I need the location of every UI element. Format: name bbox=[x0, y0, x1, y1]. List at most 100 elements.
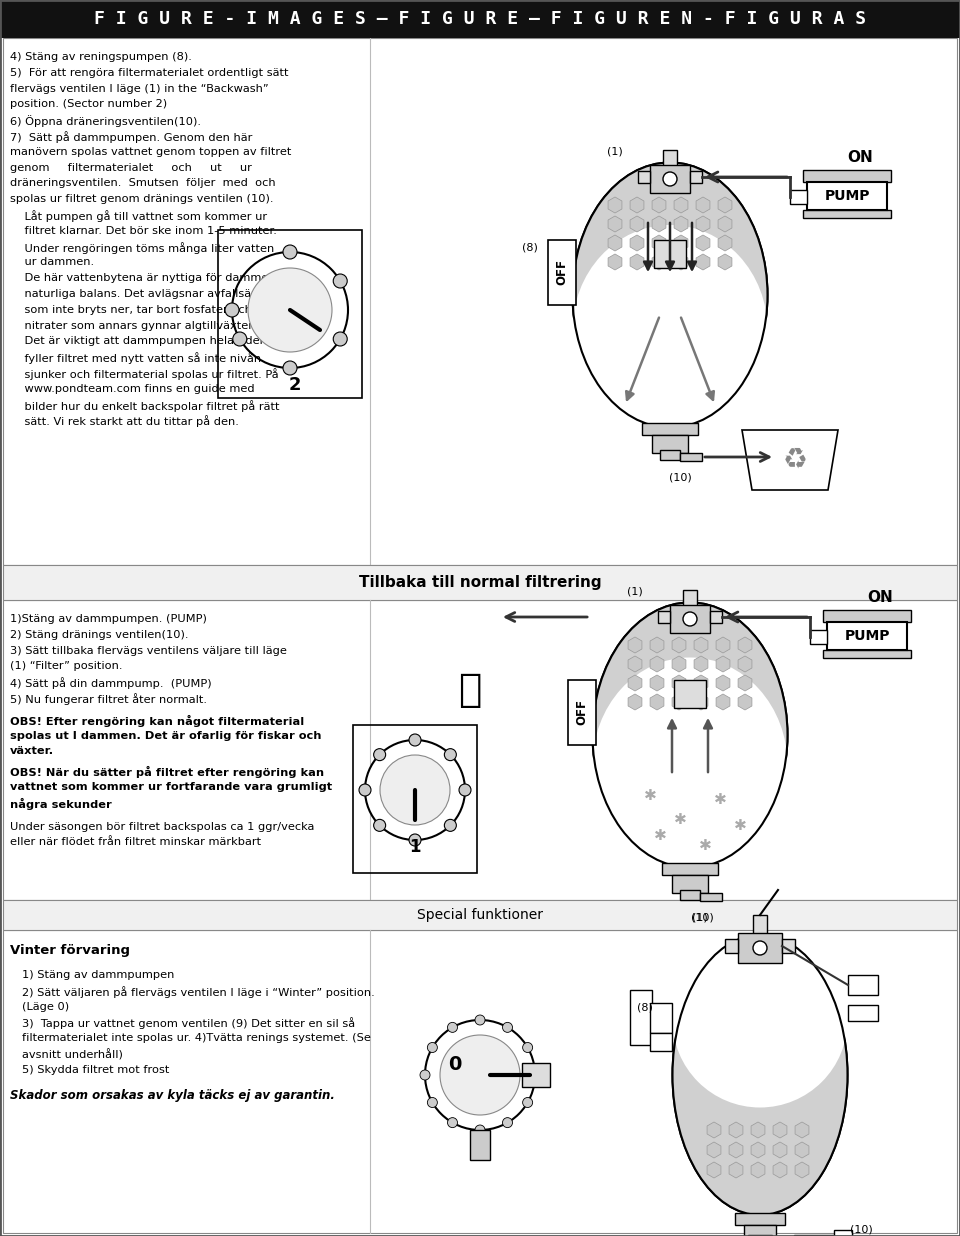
Text: avsnitt underhåll): avsnitt underhåll) bbox=[22, 1049, 123, 1060]
Circle shape bbox=[283, 361, 297, 375]
Text: (8): (8) bbox=[637, 1002, 653, 1012]
Text: position. (Sector number 2): position. (Sector number 2) bbox=[10, 99, 167, 110]
Circle shape bbox=[502, 1022, 513, 1032]
Bar bbox=[3, 38, 957, 565]
Text: OBS! När du sätter på filtret efter rengöring kan: OBS! När du sätter på filtret efter reng… bbox=[10, 766, 324, 779]
Circle shape bbox=[359, 784, 371, 796]
Bar bbox=[738, 933, 782, 963]
Text: 2: 2 bbox=[289, 376, 301, 394]
Bar bbox=[638, 171, 650, 183]
Circle shape bbox=[447, 1022, 458, 1032]
Bar bbox=[848, 1005, 878, 1021]
Ellipse shape bbox=[572, 225, 767, 435]
Circle shape bbox=[283, 245, 297, 260]
Bar bbox=[522, 1063, 550, 1086]
Text: 🐟: 🐟 bbox=[458, 671, 482, 709]
Text: manövern spolas vattnet genom toppen av filtret: manövern spolas vattnet genom toppen av … bbox=[10, 147, 292, 157]
Circle shape bbox=[373, 819, 386, 832]
Circle shape bbox=[373, 749, 386, 760]
Text: ✱: ✱ bbox=[674, 812, 686, 827]
Text: 0: 0 bbox=[448, 1056, 462, 1074]
Text: OFF: OFF bbox=[575, 700, 588, 726]
Text: (1): (1) bbox=[692, 913, 708, 923]
Text: sätt. Vi rek starkt att du tittar på den.: sätt. Vi rek starkt att du tittar på den… bbox=[10, 415, 239, 428]
Circle shape bbox=[502, 1117, 513, 1127]
Text: (10): (10) bbox=[850, 1225, 873, 1235]
Text: (1): (1) bbox=[607, 147, 623, 157]
Bar bbox=[660, 450, 680, 460]
Circle shape bbox=[753, 941, 767, 955]
Ellipse shape bbox=[673, 932, 848, 1107]
Text: 4) Stäng av reningspumpen (8).: 4) Stäng av reningspumpen (8). bbox=[10, 52, 192, 62]
Bar bbox=[218, 230, 362, 398]
Circle shape bbox=[447, 1117, 458, 1127]
Bar bbox=[710, 611, 722, 623]
Text: några sekunder: några sekunder bbox=[10, 797, 111, 810]
Bar bbox=[683, 590, 697, 608]
Text: PUMP: PUMP bbox=[844, 629, 890, 643]
Ellipse shape bbox=[673, 934, 848, 1215]
Bar bbox=[744, 1225, 776, 1236]
Circle shape bbox=[232, 332, 247, 346]
Circle shape bbox=[440, 1035, 520, 1115]
Text: Under säsongen bör filtret backspolas ca 1 ggr/vecka: Under säsongen bör filtret backspolas ca… bbox=[10, 822, 314, 832]
Text: dräneringsventilen.  Smutsen  följer  med  och: dräneringsventilen. Smutsen följer med o… bbox=[10, 178, 276, 188]
Text: (1): (1) bbox=[627, 587, 643, 597]
Text: 5) Skydda filtret mot frost: 5) Skydda filtret mot frost bbox=[22, 1064, 169, 1075]
Circle shape bbox=[663, 172, 677, 185]
Circle shape bbox=[380, 755, 450, 824]
Bar bbox=[650, 1002, 672, 1033]
Text: ur dammen.: ur dammen. bbox=[10, 257, 94, 267]
Text: Under rengöringen töms många liter vatten: Under rengöringen töms många liter vatte… bbox=[10, 241, 275, 253]
Bar bbox=[735, 1213, 785, 1225]
Circle shape bbox=[683, 612, 697, 625]
Text: eller när flödet från filtret minskar märkbart: eller när flödet från filtret minskar mä… bbox=[10, 838, 261, 848]
Bar bbox=[658, 611, 670, 623]
Bar bbox=[3, 900, 957, 929]
Ellipse shape bbox=[592, 602, 787, 868]
Text: spolas ut I dammen. Det är ofarlig för fiskar och: spolas ut I dammen. Det är ofarlig för f… bbox=[10, 730, 322, 740]
Text: 7)  Sätt på dammpumpen. Genom den här: 7) Sätt på dammpumpen. Genom den här bbox=[10, 131, 252, 143]
Text: OBS! Efter rengöring kan något filtermaterial: OBS! Efter rengöring kan något filtermat… bbox=[10, 714, 304, 727]
Circle shape bbox=[475, 1015, 485, 1025]
Bar bbox=[3, 565, 957, 599]
Circle shape bbox=[409, 734, 421, 747]
Circle shape bbox=[232, 252, 348, 368]
Bar bbox=[652, 435, 688, 454]
Text: 3)  Tappa ur vattnet genom ventilen (9) Det sitter en sil så: 3) Tappa ur vattnet genom ventilen (9) D… bbox=[22, 1017, 355, 1030]
Text: (Läge 0): (Läge 0) bbox=[22, 1001, 69, 1011]
Bar bbox=[680, 454, 702, 461]
Bar bbox=[3, 599, 957, 900]
Text: naturliga balans. Det avlägsnar avfallsämnen: naturliga balans. Det avlägsnar avfallsä… bbox=[10, 289, 283, 299]
Text: 1) Stäng av dammpumpen: 1) Stäng av dammpumpen bbox=[22, 970, 175, 980]
Bar bbox=[803, 171, 891, 182]
Text: 5)  För att rengöra filtermaterialet ordentligt sätt: 5) För att rengöra filtermaterialet orde… bbox=[10, 68, 289, 78]
Text: De här vattenbytena är nyttiga för dammens: De här vattenbytena är nyttiga för damme… bbox=[10, 273, 281, 283]
Bar bbox=[670, 604, 710, 633]
Text: (10): (10) bbox=[690, 913, 713, 923]
Bar bbox=[810, 630, 827, 644]
Bar bbox=[672, 875, 708, 892]
Text: ✱: ✱ bbox=[643, 787, 657, 802]
Text: 1)Stäng av dammpumpen. (PUMP): 1)Stäng av dammpumpen. (PUMP) bbox=[10, 614, 206, 624]
Ellipse shape bbox=[572, 162, 767, 428]
Text: www.pondteam.com finns en guide med: www.pondteam.com finns en guide med bbox=[10, 384, 254, 394]
Bar bbox=[663, 150, 677, 168]
Text: ✱: ✱ bbox=[733, 817, 746, 833]
Circle shape bbox=[409, 834, 421, 845]
Circle shape bbox=[225, 303, 239, 316]
Text: Låt pumpen gå till vattnet som kommer ur: Låt pumpen gå till vattnet som kommer ur bbox=[10, 210, 267, 222]
Text: nitrater som annars gynnar algtillväxten.: nitrater som annars gynnar algtillväxten… bbox=[10, 320, 259, 330]
Circle shape bbox=[530, 1070, 540, 1080]
Bar bbox=[650, 1033, 672, 1051]
Text: 2) Stäng dränings ventilen(10).: 2) Stäng dränings ventilen(10). bbox=[10, 630, 188, 640]
Text: filtret klarnar. Det bör ske inom 1-5 minuter.: filtret klarnar. Det bör ske inom 1-5 mi… bbox=[10, 226, 276, 236]
Text: flervägs ventilen I läge (1) in the “Backwash”: flervägs ventilen I läge (1) in the “Bac… bbox=[10, 84, 269, 94]
Bar bbox=[630, 990, 652, 1044]
Circle shape bbox=[333, 274, 348, 288]
Bar bbox=[690, 171, 702, 183]
Bar bbox=[725, 939, 738, 953]
Circle shape bbox=[427, 1042, 438, 1053]
Text: ♻: ♻ bbox=[782, 446, 807, 473]
Text: vattnet som kommer ur fortfarande vara grumligt: vattnet som kommer ur fortfarande vara g… bbox=[10, 782, 332, 792]
